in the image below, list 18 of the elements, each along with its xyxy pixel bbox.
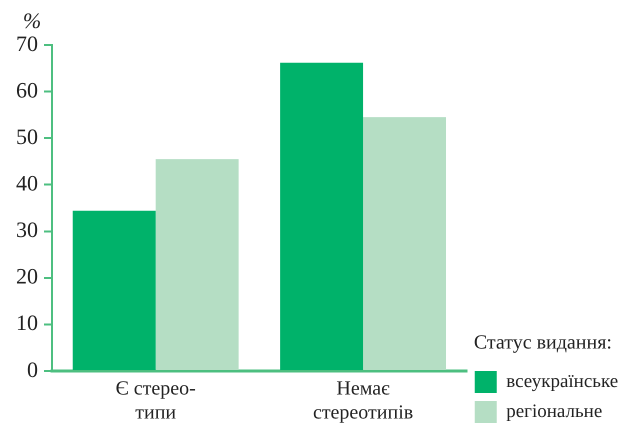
y-tick-label: 20 <box>16 264 38 289</box>
legend-title: Статус видання: <box>474 331 612 354</box>
bar <box>72 210 156 370</box>
y-tick-label: 0 <box>27 356 38 382</box>
y-tick-label: 10 <box>16 310 38 336</box>
y-tick-label: 40 <box>16 170 38 196</box>
bar <box>363 117 446 370</box>
bar <box>156 159 239 370</box>
y-tick-label: 30 <box>16 217 38 242</box>
legend-label: регіональне <box>506 400 602 422</box>
bar <box>280 62 364 370</box>
y-tick-label: 50 <box>16 124 38 149</box>
y-axis-title: % <box>22 8 42 33</box>
y-tick-label: 70 <box>16 30 38 56</box>
x-tick-label: Немає стереотипів <box>312 377 414 424</box>
legend-label: всеукраїнське <box>506 370 618 392</box>
x-tick-label: Є стерео- типи <box>116 377 196 424</box>
y-tick-label: 60 <box>16 77 38 102</box>
